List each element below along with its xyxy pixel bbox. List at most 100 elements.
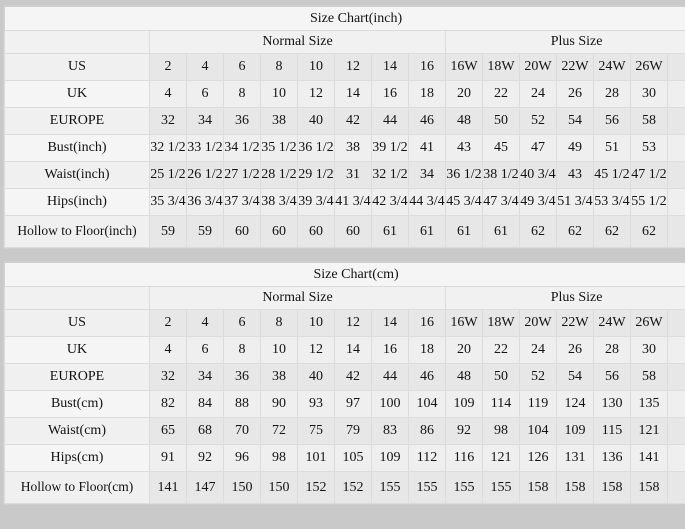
title-row: Size Chart(inch) [3, 6, 685, 31]
cell-bust-inch-1: 33 1/2 [186, 134, 224, 162]
cell-hollow-cm-2: 150 [223, 471, 261, 504]
cell-hips-inch-11: 51 3/4 [556, 188, 594, 216]
cell-hips-cm-9: 121 [482, 444, 520, 472]
group-header-normal-size-cm: Normal Size [149, 286, 446, 310]
cell-uk-inch-3: 10 [260, 80, 298, 108]
cell-hollow-inch-13: 62 [630, 215, 668, 248]
cell-uk-cm-4: 12 [297, 336, 335, 364]
cell-bust-cm-5: 97 [334, 390, 372, 418]
cell-hips-inch-3: 38 3/4 [260, 188, 298, 216]
cell-uk-cm-14 [666, 336, 685, 364]
cell-europe-cm-10: 52 [519, 363, 557, 391]
cell-uk-cm-2: 8 [223, 336, 261, 364]
cell-bust-cm-0: 82 [149, 390, 187, 418]
cell-waist-inch-8: 36 1/2 [445, 161, 483, 189]
cell-bust-inch-7: 41 [408, 134, 446, 162]
cell-uk-cm-3: 10 [260, 336, 298, 364]
cell-europe-cm-9: 50 [482, 363, 520, 391]
cell-us-cm-10: 20W [519, 309, 557, 337]
cell-europe-cm-12: 56 [593, 363, 631, 391]
cell-us-cm-3: 8 [260, 309, 298, 337]
cell-europe-inch-11: 54 [556, 107, 594, 135]
cell-hollow-cm-10: 158 [519, 471, 557, 504]
cell-europe-inch-10: 52 [519, 107, 557, 135]
row-label-uk-cm: UK [4, 336, 150, 364]
cell-bust-cm-3: 90 [260, 390, 298, 418]
group-header-row: Normal Size Plus Size [4, 286, 685, 310]
cell-us-cm-8: 16W [445, 309, 483, 337]
cell-us-cm-11: 22W [556, 309, 594, 337]
cell-bust-cm-2: 88 [223, 390, 261, 418]
cell-waist-cm-1: 68 [186, 417, 224, 445]
row-label-bust-inch: Bust(inch) [4, 134, 150, 162]
cell-europe-inch-2: 36 [223, 107, 261, 135]
cell-waist-cm-5: 79 [334, 417, 372, 445]
cell-uk-inch-2: 8 [223, 80, 261, 108]
cell-waist-cm-14 [666, 417, 685, 445]
cell-waist-cm-10: 104 [519, 417, 557, 445]
size-chart-cm-table: Size Chart(cm) Normal Size Plus Size US … [3, 262, 685, 504]
cell-hips-inch-14 [666, 188, 685, 216]
cell-hollow-inch-2: 60 [223, 215, 261, 248]
group-header-blank-cm [4, 286, 150, 310]
cell-europe-inch-12: 56 [593, 107, 631, 135]
group-header-plus-size-inch: Plus Size [444, 30, 685, 54]
cell-waist-inch-12: 45 1/2 [593, 161, 631, 189]
cell-uk-inch-6: 16 [371, 80, 409, 108]
cell-hips-inch-8: 45 3/4 [445, 188, 483, 216]
cell-europe-cm-13: 58 [630, 363, 668, 391]
cell-us-cm-14 [666, 309, 685, 337]
cell-waist-inch-0: 25 1/2 [149, 161, 187, 189]
cell-waist-cm-0: 65 [149, 417, 187, 445]
cell-europe-cm-1: 34 [186, 363, 224, 391]
cell-hollow-inch-10: 62 [519, 215, 557, 248]
cell-waist-inch-4: 29 1/2 [297, 161, 335, 189]
row-label-hips-inch: Hips(inch) [4, 188, 150, 216]
cell-bust-cm-4: 93 [297, 390, 335, 418]
cell-europe-inch-14 [666, 107, 685, 135]
cell-hips-inch-7: 44 3/4 [408, 188, 446, 216]
size-chart-cm-block: Size Chart(cm) Normal Size Plus Size US … [3, 261, 685, 505]
cell-hips-inch-10: 49 3/4 [519, 188, 557, 216]
row-label-hips-cm: Hips(cm) [4, 444, 150, 472]
cell-bust-cm-11: 124 [556, 390, 594, 418]
cell-us-inch-8: 16W [445, 53, 483, 81]
table-row-bust-cm: Bust(cm) 82 84 88 90 93 97 100 104 109 1… [4, 390, 685, 418]
cell-bust-inch-12: 51 [593, 134, 631, 162]
cell-us-cm-13: 26W [630, 309, 668, 337]
cell-hollow-inch-11: 62 [556, 215, 594, 248]
row-label-bust-cm: Bust(cm) [4, 390, 150, 418]
cell-europe-cm-4: 40 [297, 363, 335, 391]
cell-hips-cm-4: 101 [297, 444, 335, 472]
cell-waist-cm-6: 83 [371, 417, 409, 445]
cell-waist-inch-2: 27 1/2 [223, 161, 261, 189]
cell-waist-inch-10: 40 3/4 [519, 161, 557, 189]
cell-us-inch-7: 16 [408, 53, 446, 81]
cell-bust-inch-11: 49 [556, 134, 594, 162]
cell-waist-cm-13: 121 [630, 417, 668, 445]
cell-bust-inch-9: 45 [482, 134, 520, 162]
cell-bust-inch-6: 39 1/2 [371, 134, 409, 162]
row-label-europe-cm: EUROPE [4, 363, 150, 391]
cell-hollow-inch-1: 59 [186, 215, 224, 248]
cell-hollow-cm-5: 152 [334, 471, 372, 504]
cell-hips-inch-12: 53 3/4 [593, 188, 631, 216]
cell-hips-inch-4: 39 3/4 [297, 188, 335, 216]
cell-hollow-cm-14 [666, 471, 685, 504]
row-label-europe-inch: EUROPE [4, 107, 150, 135]
cell-us-inch-0: 2 [149, 53, 187, 81]
cell-us-inch-5: 12 [334, 53, 372, 81]
cell-europe-inch-4: 40 [297, 107, 335, 135]
table-row-uk-cm: UK 4 6 8 10 12 14 16 18 20 22 24 26 28 3… [4, 336, 685, 364]
cell-uk-cm-9: 22 [482, 336, 520, 364]
cell-bust-inch-8: 43 [445, 134, 483, 162]
cell-hollow-cm-7: 155 [408, 471, 446, 504]
cell-bust-cm-1: 84 [186, 390, 224, 418]
cell-hollow-inch-0: 59 [149, 215, 187, 248]
cell-europe-cm-8: 48 [445, 363, 483, 391]
cell-us-cm-2: 6 [223, 309, 261, 337]
cell-hollow-inch-8: 61 [445, 215, 483, 248]
page-title-inch: Size Chart(inch) [3, 6, 685, 31]
cell-europe-cm-2: 36 [223, 363, 261, 391]
